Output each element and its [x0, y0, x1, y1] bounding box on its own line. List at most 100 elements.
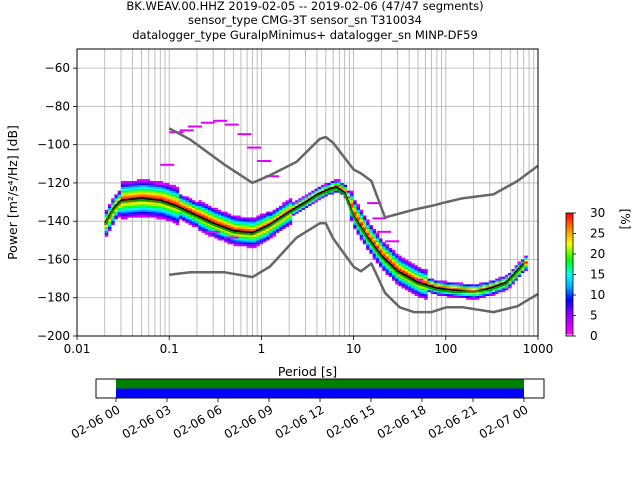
heatmap-cell: [230, 223, 235, 226]
heatmap-cell: [475, 297, 480, 300]
heatmap-cell: [162, 198, 167, 201]
heatmap-cell: [308, 204, 312, 207]
heatmap-cell: [256, 217, 260, 220]
heatmap-cell: [479, 293, 483, 296]
heatmap-cell: [379, 244, 383, 247]
heatmap-cell: [169, 215, 173, 218]
colorbar-segment: [566, 237, 573, 240]
heatmap-cell: [124, 188, 128, 191]
heatmap-cell: [111, 213, 115, 216]
heatmap-cell: [133, 215, 138, 218]
heatmap-cell: [356, 219, 360, 222]
heatmap-cell: [288, 219, 293, 222]
heatmap-cell: [227, 215, 231, 218]
heatmap-cell: [104, 223, 109, 226]
heatmap-cell: [408, 263, 412, 266]
heatmap-cell: [214, 226, 218, 229]
heatmap-cell: [149, 190, 154, 193]
heatmap-cell: [498, 276, 502, 279]
heatmap-cell: [392, 274, 396, 277]
heatmap-cell: [453, 284, 457, 287]
heatmap-cell: [404, 267, 409, 270]
heatmap-cell: [421, 290, 425, 293]
heatmap-cell: [421, 280, 425, 283]
heatmap-cell: [401, 278, 406, 281]
heatmap-cell: [198, 205, 202, 208]
heatmap-cell: [224, 230, 228, 233]
heatmap-cell: [385, 248, 389, 251]
y-tick-label: −180: [37, 291, 70, 305]
heatmap-cell: [214, 232, 218, 235]
heatmap-cell: [453, 293, 457, 296]
heatmap-cell: [266, 219, 270, 222]
heatmap-cell: [446, 286, 451, 289]
psd-density-heatmap: [104, 179, 528, 300]
heatmap-cell: [421, 292, 425, 295]
heatmap-cell: [279, 213, 283, 216]
heatmap-cell: [359, 232, 364, 235]
heatmap-cell: [172, 219, 176, 222]
heatmap-cell: [175, 221, 180, 224]
heatmap-cell: [185, 205, 189, 208]
heatmap-cell: [382, 269, 386, 272]
heatmap-cell: [424, 288, 428, 291]
heatmap-cell: [504, 276, 509, 279]
heatmap-cell: [285, 202, 289, 205]
heatmap-cell: [156, 209, 160, 212]
colorbar-segment: [566, 245, 573, 249]
heatmap-cell: [411, 267, 415, 270]
heatmap-cell: [133, 196, 138, 199]
heatmap-cell: [414, 293, 418, 296]
heatmap-cell: [217, 234, 222, 237]
heatmap-cell: [149, 205, 154, 208]
colorbar-segment: [566, 278, 573, 281]
heatmap-cell: [424, 295, 428, 298]
heatmap-cell: [398, 284, 402, 287]
colorbar-segment: [566, 303, 573, 306]
heatmap-cell: [282, 223, 286, 226]
heatmap-cell: [130, 184, 135, 187]
heatmap-cell: [359, 221, 364, 224]
heatmap-cell: [421, 288, 425, 291]
heatmap-cell: [179, 198, 183, 201]
heatmap-cell: [272, 225, 277, 228]
heatmap-cell: [401, 280, 406, 283]
heatmap-cell: [372, 228, 377, 231]
heatmap-cell: [488, 282, 493, 285]
heatmap-cell: [495, 290, 499, 293]
heatmap-cell: [404, 270, 409, 273]
heatmap-cell: [172, 188, 176, 191]
heatmap-cell: [282, 202, 286, 205]
heatmap-cell: [324, 184, 328, 187]
heatmap-cell: [217, 236, 222, 239]
heatmap-cell: [108, 228, 112, 231]
heatmap-cell: [201, 221, 206, 224]
heatmap-cell: [253, 226, 257, 229]
heatmap-cell: [272, 219, 277, 222]
heatmap-cell: [156, 204, 160, 207]
heatmap-cell: [143, 211, 147, 214]
heatmap-cell: [124, 196, 128, 199]
heatmap-cell: [369, 228, 373, 231]
heatmap-cell: [330, 190, 335, 193]
heatmap-cell: [398, 274, 402, 277]
heatmap-cell: [143, 209, 147, 212]
heatmap-cell: [140, 182, 144, 185]
heatmap-cell: [398, 259, 402, 262]
heatmap-cell: [282, 209, 286, 212]
heatmap-cell: [382, 251, 386, 254]
heatmap-cell: [146, 205, 151, 208]
heatmap-cell: [172, 198, 176, 201]
heatmap-cell: [179, 213, 183, 216]
heatmap-cell: [475, 288, 480, 291]
heatmap-cell: [240, 221, 244, 224]
heatmap-cell: [398, 265, 402, 268]
heatmap-cell: [411, 288, 415, 291]
heatmap-cell: [411, 290, 415, 293]
heatmap-cell: [114, 209, 118, 212]
heatmap-cell: [485, 286, 489, 289]
heatmap-cell: [149, 182, 154, 185]
heatmap-cell: [521, 269, 525, 272]
heatmap-cell: [227, 242, 231, 245]
heatmap-cell: [333, 181, 338, 184]
